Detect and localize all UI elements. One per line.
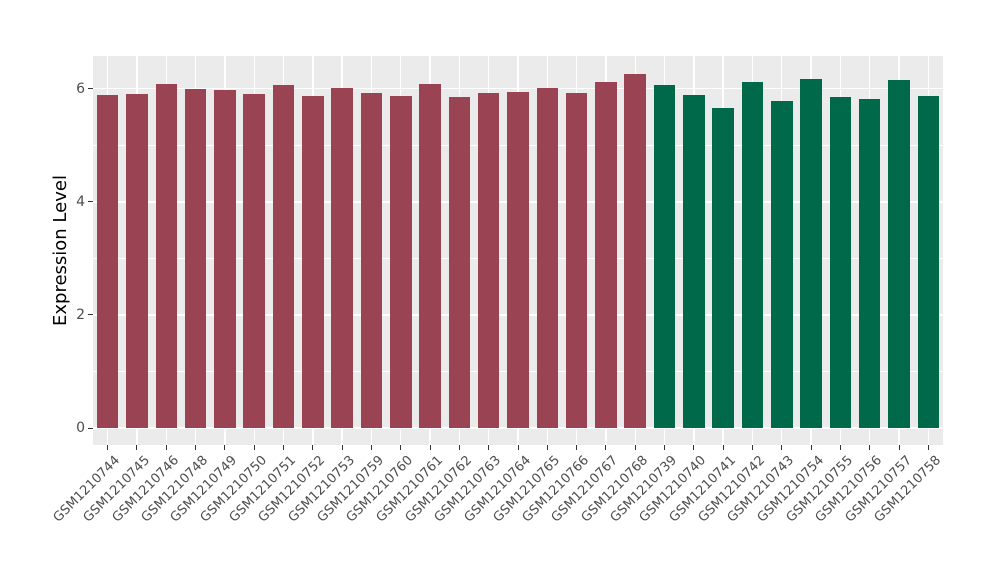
x-tick-mark xyxy=(107,445,109,450)
bar-GSM1210755 xyxy=(829,97,852,428)
x-tick-mark xyxy=(927,445,929,450)
bar-GSM1210741 xyxy=(712,107,734,428)
plot-panel xyxy=(93,56,943,445)
bar-GSM1210743 xyxy=(771,101,793,428)
bar-GSM1210745 xyxy=(126,93,148,428)
bar-GSM1210766 xyxy=(565,92,588,428)
x-tick-mark xyxy=(693,445,695,450)
y-tick-mark xyxy=(88,88,93,90)
y-tick-label: 6 xyxy=(76,80,85,97)
y-tick-mark xyxy=(88,427,93,429)
bar-GSM1210751 xyxy=(272,84,295,428)
bar-GSM1210740 xyxy=(683,94,705,428)
x-tick-mark xyxy=(370,445,372,450)
x-tick-mark xyxy=(136,445,138,450)
y-tick-mark xyxy=(88,314,93,316)
x-tick-mark xyxy=(195,445,197,450)
bar-GSM1210748 xyxy=(184,88,207,428)
bar-GSM1210767 xyxy=(595,81,617,428)
bar-GSM1210758 xyxy=(917,96,940,428)
bar-GSM1210761 xyxy=(419,83,441,428)
x-tick-mark xyxy=(664,445,666,450)
gridline-major xyxy=(93,87,943,90)
x-tick-mark xyxy=(839,445,841,450)
x-tick-mark xyxy=(458,445,460,450)
y-tick-label: 0 xyxy=(76,420,85,436)
x-tick-mark xyxy=(869,445,871,450)
bar-GSM1210768 xyxy=(624,74,646,428)
x-tick-mark xyxy=(253,445,255,450)
x-axis: GSM1210744 GSM1210745 GSM1210746 GSM1210748… xyxy=(51,445,944,575)
x-tick-mark xyxy=(488,445,490,450)
x-tick-mark xyxy=(224,445,226,450)
bar-GSM1210742 xyxy=(741,81,764,428)
x-tick-mark xyxy=(722,445,724,450)
bar-GSM1210759 xyxy=(360,92,383,428)
y-tick-label: 2 xyxy=(76,306,85,323)
x-tick-mark xyxy=(751,445,753,450)
bar-GSM1210749 xyxy=(214,89,236,428)
x-tick-mark xyxy=(605,445,607,450)
x-tick-mark xyxy=(810,445,812,450)
bar-GSM1210746 xyxy=(155,84,178,428)
x-tick-mark xyxy=(517,445,519,450)
x-tick-mark xyxy=(634,445,636,450)
x-tick-mark xyxy=(165,445,167,450)
x-tick-mark xyxy=(429,445,431,450)
bar-GSM1210754 xyxy=(800,79,822,428)
y-tick-label: 4 xyxy=(76,193,85,210)
bar-GSM1210757 xyxy=(888,80,910,428)
x-tick-mark xyxy=(400,445,402,450)
x-tick-mark xyxy=(312,445,314,450)
x-tick-mark xyxy=(898,445,900,450)
bar-GSM1210760 xyxy=(390,95,412,428)
bar-GSM1210762 xyxy=(448,97,471,428)
bar-GSM1210756 xyxy=(858,98,881,428)
y-axis-title: Expression Level xyxy=(50,175,71,326)
x-tick-mark xyxy=(341,445,343,450)
bar-GSM1210752 xyxy=(302,96,324,428)
x-tick-mark xyxy=(781,445,783,450)
bar-GSM1210739 xyxy=(653,84,676,428)
bar-GSM1210753 xyxy=(331,88,353,428)
bar-GSM1210764 xyxy=(507,91,529,428)
bar-GSM1210765 xyxy=(536,88,559,428)
gridline-major xyxy=(93,427,943,429)
x-tick-mark xyxy=(576,445,578,450)
y-tick-mark xyxy=(88,201,93,203)
x-tick-mark xyxy=(546,445,548,450)
bar-GSM1210763 xyxy=(477,93,500,428)
bar-GSM1210750 xyxy=(243,94,265,428)
bar-GSM1210744 xyxy=(96,94,119,428)
x-tick-mark xyxy=(283,445,285,450)
